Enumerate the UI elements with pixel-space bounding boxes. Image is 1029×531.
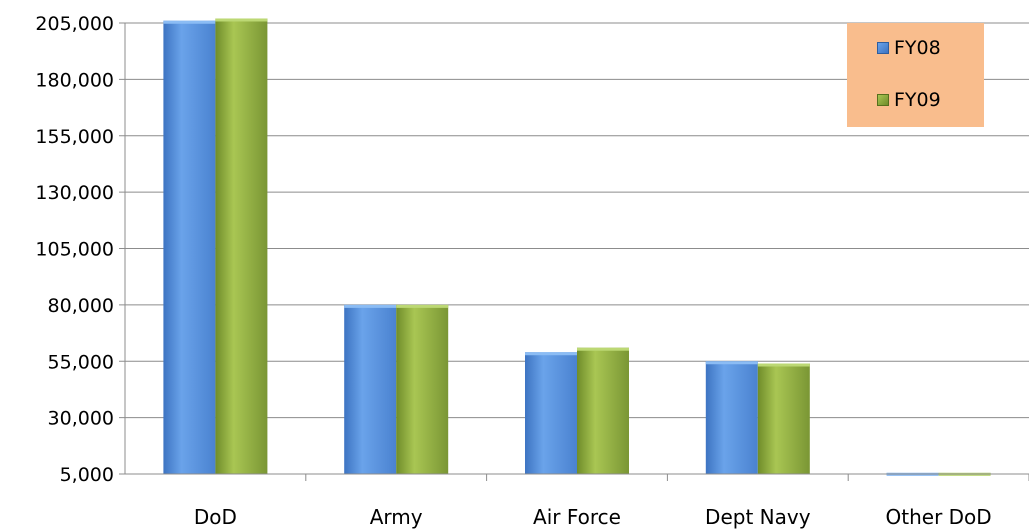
x-category-label: Other DoD [886,505,992,529]
axes [124,23,1029,481]
y-tick-label: 180,000 [35,69,114,91]
legend: FY08 FY09 [847,23,984,127]
bar-cap [163,20,216,24]
bar-fy09-dod [215,18,268,475]
y-tick-label: 80,000 [48,295,114,317]
bar-fy09-army [396,304,449,474]
bar-cap [344,304,397,308]
bar-fy09-air-force [577,347,629,474]
bar-cap [577,347,629,351]
bar-fy08-dod [163,20,216,475]
x-category-label: Dept Navy [705,505,811,529]
y-tick-label: 105,000 [35,239,114,261]
legend-swatch-fy09 [877,94,889,106]
y-axis-ticks: 5,000 30,000 55,000 80,000 105,000 130,000 155… [35,13,125,486]
y-tick-label: 30,000 [48,408,114,430]
category-labels: DoD Army Air Force Dept Navy Other DoD [194,505,992,529]
legend-item-fy09: FY09 [877,89,941,111]
y-tick-label: 5,000 [60,464,114,486]
bar-fy08-army [344,304,397,474]
bar-cap [396,304,449,308]
legend-label-fy08: FY08 [894,37,941,59]
bar-cap [525,352,577,356]
bar-fy08-dept-navy [705,361,758,474]
gridlines [125,22,1029,419]
bars [163,18,991,476]
y-tick-label: 155,000 [35,126,114,148]
bar-fy08-air-force [525,352,577,474]
y-tick-label: 55,000 [48,351,114,373]
x-category-label: Air Force [533,505,621,529]
bar-cap [757,363,810,367]
legend-item-fy08: FY08 [877,37,941,59]
legend-swatch-fy08 [877,42,889,54]
bar-cap [705,361,758,365]
y-tick-label: 205,000 [35,13,114,35]
y-tick-label: 130,000 [35,182,114,204]
legend-label-fy09: FY09 [894,89,941,111]
x-category-label: DoD [194,505,237,529]
bar-fy09-dept-navy [757,363,810,474]
bar-cap [215,18,268,22]
x-category-label: Army [370,505,423,529]
